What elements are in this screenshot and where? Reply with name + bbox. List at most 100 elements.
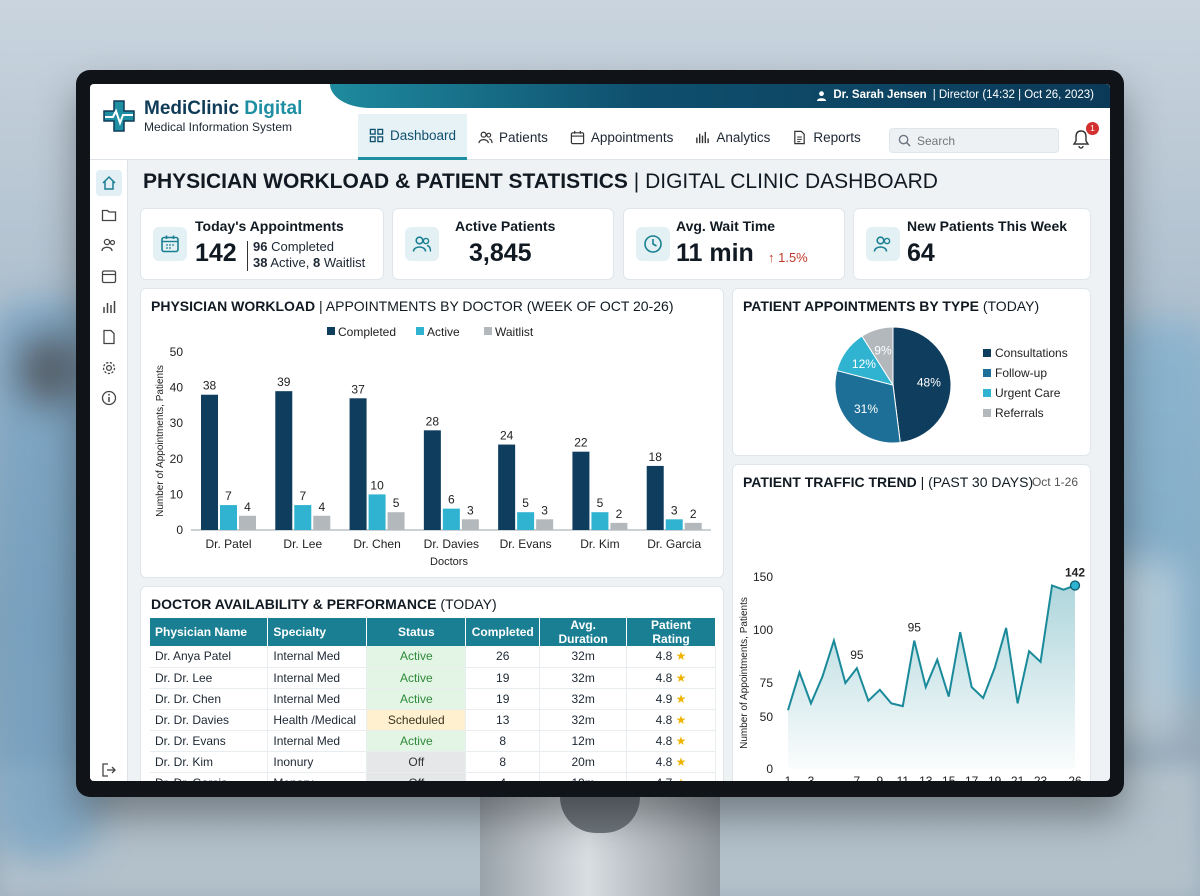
legend-swatch	[416, 327, 424, 335]
pie-percent-label: 9%	[874, 343, 892, 357]
traffic-date-range: Oct 1-26	[1031, 475, 1078, 489]
x-tick-label: Dr. Chen	[353, 537, 400, 551]
x-tick-label: 11	[897, 774, 910, 781]
table-row[interactable]: Dr. Dr. GarciaMonaryOff419m4.7 ★	[150, 772, 716, 781]
clock-icon	[636, 227, 670, 261]
availability-title: DOCTOR AVAILABILITY & PERFORMANCE (TODAY…	[151, 596, 497, 612]
star-icon: ★	[675, 754, 687, 769]
sidebar-calendar[interactable]	[96, 263, 122, 289]
calendar-icon	[153, 227, 187, 261]
bar	[536, 519, 554, 530]
traffic-trend-card: PATIENT TRAFFIC TREND | (PAST 30 DAYS) O…	[732, 464, 1091, 781]
nav-appointments[interactable]: Appointments	[559, 114, 685, 160]
patient-rating: 4.7 ★	[626, 772, 716, 781]
search-box[interactable]	[889, 128, 1059, 153]
status-badge: Off	[366, 772, 467, 781]
col-rating[interactable]: Patient Rating	[626, 618, 716, 646]
y-tick-label: 0	[766, 762, 773, 776]
notifications-button[interactable]: 1	[1070, 122, 1099, 152]
kpi-new-patients[interactable]: New Patients This Week 64	[853, 208, 1091, 280]
table-row[interactable]: Dr. Anya Patel Internal Med Active 26 32m 4.8…	[150, 646, 716, 668]
specialty: Health /Medical	[267, 709, 368, 731]
nav-dashboard-label: Dashboard	[390, 128, 457, 143]
legend-label: Active	[427, 325, 460, 339]
user-icon	[817, 90, 827, 101]
bar	[517, 512, 535, 530]
legend-swatch	[983, 369, 991, 377]
kpi-avg-wait-time[interactable]: Avg. Wait Time 11 min ↑ 1.5%	[623, 208, 845, 280]
x-axis-label: Doctors	[430, 556, 468, 568]
kpi-active-patients[interactable]: Active Patients 3,845	[392, 208, 614, 280]
pie-percent-label: 48%	[917, 376, 941, 390]
bar	[275, 391, 293, 530]
nav-reports[interactable]: Reports	[781, 114, 871, 160]
bar-chart-icon	[103, 301, 116, 313]
col-completed[interactable]: Completed	[465, 618, 541, 646]
workload-bar-chart: 0 10 20 30 40 50 Number of Appointments, Patie…	[155, 325, 711, 568]
search-input[interactable]	[917, 133, 1037, 148]
completed-count: 13	[465, 709, 541, 731]
legend-swatch	[983, 349, 991, 357]
bar	[461, 519, 479, 530]
x-tick-label: 17	[965, 774, 979, 781]
y-tick-label: 0	[176, 523, 183, 537]
trend-annotation-label: 142	[1065, 565, 1085, 579]
sidebar-reports[interactable]	[96, 324, 122, 350]
y-tick-label: 10	[170, 487, 184, 501]
sidebar	[90, 160, 128, 781]
nav-dashboard[interactable]: Dashboard	[358, 114, 468, 160]
patient-rating: 4.8 ★	[626, 751, 716, 773]
col-status[interactable]: Status	[366, 618, 467, 646]
legend-label: Completed	[338, 325, 396, 339]
bar	[423, 430, 441, 530]
sidebar-info[interactable]	[96, 385, 122, 411]
col-duration[interactable]: Avg. Duration	[539, 618, 628, 646]
nav-patients-label: Patients	[499, 129, 548, 145]
status-badge: Active	[366, 667, 467, 689]
bar-value-label: 2	[616, 507, 623, 521]
sidebar-analytics[interactable]	[96, 294, 122, 320]
legend-label: Referrals	[995, 406, 1044, 420]
notification-badge: 1	[1086, 122, 1099, 135]
col-physician[interactable]: Physician Name	[150, 618, 269, 646]
physician-name: Dr. Dr. Davies	[150, 709, 269, 731]
patient-rating: 4.8 ★	[626, 709, 716, 731]
user-info[interactable]: Dr. Sarah Jensen | Director (14:32 | Oct…	[816, 89, 1094, 101]
bar-value-label: 10	[370, 478, 384, 492]
traffic-trend-title: PATIENT TRAFFIC TREND | (PAST 30 DAYS)	[743, 474, 1034, 490]
nav-analytics[interactable]: Analytics	[684, 114, 781, 160]
divider	[247, 241, 248, 271]
top-header: Dr. Sarah Jensen | Director (14:32 | Oct…	[90, 84, 1110, 160]
x-tick-label: 7	[854, 774, 861, 781]
nav-patients[interactable]: Patients	[467, 114, 559, 160]
completed-count: 19	[465, 667, 541, 689]
sidebar-patients[interactable]	[96, 232, 122, 258]
table-row[interactable]: Dr. Dr. Lee Internal Med Active 19 32m 4.8 ★	[150, 667, 716, 689]
legend-label: Consultations	[995, 346, 1068, 360]
bar	[368, 494, 386, 530]
table-row[interactable]: Dr. Dr. Davies Health /Medical Scheduled 13…	[150, 709, 716, 731]
bar-value-label: 3	[467, 503, 474, 517]
x-tick-label: 3	[808, 774, 815, 781]
col-specialty[interactable]: Specialty	[267, 618, 368, 646]
document-icon	[103, 329, 115, 345]
trend-annotation-label: 95	[850, 648, 864, 662]
sidebar-logout[interactable]	[96, 757, 122, 781]
pie-slice	[834, 369, 901, 444]
nav-analytics-label: Analytics	[716, 129, 771, 145]
table-row[interactable]: Dr. Dr. Chen Internal Med Active 19 32m 4.9 ★	[150, 688, 716, 710]
sidebar-settings[interactable]	[96, 355, 122, 381]
app-logo[interactable]: MediClinic Digital Medical Information S…	[102, 98, 302, 134]
table-row[interactable]: Dr. Dr. Evans Internal Med Active 8 12m 4.8 ★	[150, 730, 716, 752]
sidebar-home[interactable]	[96, 170, 122, 196]
page-title: PHYSICIAN WORKLOAD & PATIENT STATISTICS …	[143, 170, 938, 193]
kpi-todays-appointments[interactable]: Today's Appointments 142 96 Completed 38…	[140, 208, 384, 280]
y-tick-label: 30	[170, 416, 184, 430]
x-tick-label: 9	[876, 774, 883, 781]
patient-rating: 4.9 ★	[626, 688, 716, 710]
table-row[interactable]: Dr. Dr. Kim Inonury Off 8 20m 4.8 ★	[150, 751, 716, 773]
sidebar-records[interactable]	[96, 202, 122, 228]
y-tick-label: 100	[753, 623, 773, 637]
specialty: Internal Med	[267, 688, 368, 710]
bar	[442, 508, 460, 530]
